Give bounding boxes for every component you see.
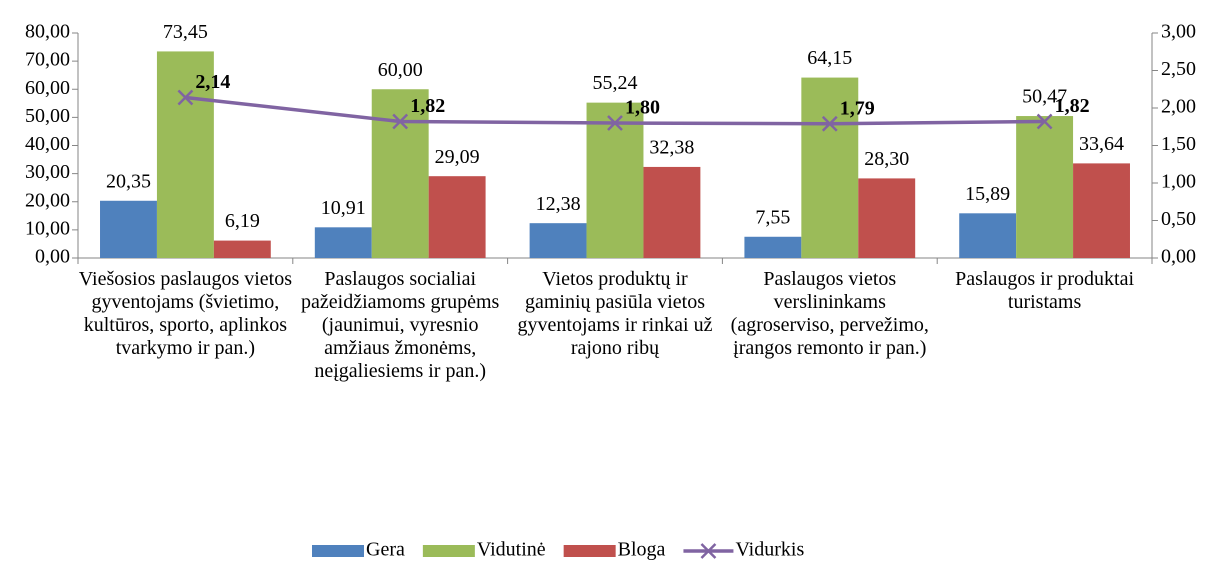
line-label: 1,80 xyxy=(625,97,660,119)
y-tick-label: 80,00 xyxy=(25,21,70,43)
legend-label: Bloga xyxy=(618,539,666,561)
line-marker xyxy=(177,89,194,106)
line-marker xyxy=(1036,113,1053,130)
bar xyxy=(213,240,271,258)
bar xyxy=(428,176,486,258)
legend-swatch xyxy=(563,545,616,557)
y2-tick-label: 3,00 xyxy=(1161,21,1196,43)
legend-swatch-marker xyxy=(700,543,717,559)
x-tick-label: Paslaugos socialiai pažeidžiamoms grupėm… xyxy=(301,268,500,382)
bar xyxy=(1016,116,1074,258)
bar-label: 32,38 xyxy=(649,137,694,159)
bar xyxy=(156,51,214,258)
x-tick-label: Paslaugos vietos verslininkams (agroserv… xyxy=(730,268,929,359)
bar-label: 10,91 xyxy=(321,197,366,219)
x-tick-label-box: Paslaugos vietos verslininkams (agroserv… xyxy=(730,268,929,359)
bar xyxy=(586,102,644,258)
y2-tick-label: 0,50 xyxy=(1161,208,1196,230)
y-tick-label: 60,00 xyxy=(25,77,70,99)
bar xyxy=(1073,163,1130,258)
line-label: 1,79 xyxy=(840,97,875,119)
bar xyxy=(100,200,157,258)
x-tick-label-box: Vietos produktų ir gaminių pasiūla vieto… xyxy=(517,268,713,359)
y-tick-label: 40,00 xyxy=(25,133,70,155)
y-tick-label: 50,00 xyxy=(25,105,70,127)
line-marker xyxy=(607,115,623,131)
bar-label: 6,19 xyxy=(225,210,260,232)
line-label: 1,82 xyxy=(410,95,445,117)
line-label: 1,82 xyxy=(1055,95,1090,117)
x-tick-label-box: Paslaugos ir produktai turistams xyxy=(955,268,1135,313)
bar-label: 64,15 xyxy=(807,47,852,69)
bar xyxy=(371,89,429,258)
bar xyxy=(858,178,916,258)
y2-tick-label: 2,50 xyxy=(1161,58,1196,80)
y-tick-label: 0,00 xyxy=(35,246,70,268)
line-label: 2,14 xyxy=(195,71,230,93)
bar-label: 28,30 xyxy=(864,148,909,170)
line-marker xyxy=(392,113,409,130)
bar-label: 33,64 xyxy=(1079,133,1124,155)
legend-swatch xyxy=(312,545,364,557)
bar xyxy=(314,227,372,258)
bar xyxy=(643,166,701,258)
bar xyxy=(529,223,587,258)
legend-label: Vidutinė xyxy=(477,539,546,561)
bar-label: 55,24 xyxy=(593,72,638,94)
bar-label: 7,55 xyxy=(755,206,790,228)
line-marker xyxy=(821,115,838,132)
y2-tick-label: 2,00 xyxy=(1161,96,1196,118)
bar xyxy=(801,77,859,258)
bar-label: 12,38 xyxy=(536,193,581,215)
bar-label: 29,09 xyxy=(435,146,480,168)
y2-tick-label: 0,00 xyxy=(1161,246,1196,268)
bar-label: 20,35 xyxy=(106,170,151,192)
x-tick-label: Vietos produktų ir gaminių pasiūla vieto… xyxy=(517,268,713,359)
legend-swatch xyxy=(422,545,475,557)
bar-label: 15,89 xyxy=(965,183,1010,205)
x-tick-label-box: Viešosios paslaugos vietos gyventojams (… xyxy=(78,268,293,359)
bar xyxy=(959,213,1017,258)
bar xyxy=(744,236,802,258)
x-tick-label-box: Paslaugos socialiai pažeidžiamoms grupėm… xyxy=(301,268,500,382)
y2-tick-label: 1,00 xyxy=(1161,171,1196,193)
y-tick-label: 20,00 xyxy=(25,189,70,211)
x-tick-label: Paslaugos ir produktai turistams xyxy=(955,268,1135,313)
y-tick-label: 70,00 xyxy=(25,49,70,71)
y-tick-label: 10,00 xyxy=(25,217,70,239)
y-tick-label: 30,00 xyxy=(25,161,70,183)
legend-label: Gera xyxy=(366,539,405,561)
y2-tick-label: 1,50 xyxy=(1161,133,1196,155)
legend-label: Vidurkis xyxy=(735,539,804,561)
bar-label: 60,00 xyxy=(378,59,423,81)
bar-label: 50,47 xyxy=(1022,86,1067,108)
x-tick-label: Viešosios paslaugos vietos gyventojams (… xyxy=(78,268,293,359)
bar-label: 73,45 xyxy=(163,21,208,43)
